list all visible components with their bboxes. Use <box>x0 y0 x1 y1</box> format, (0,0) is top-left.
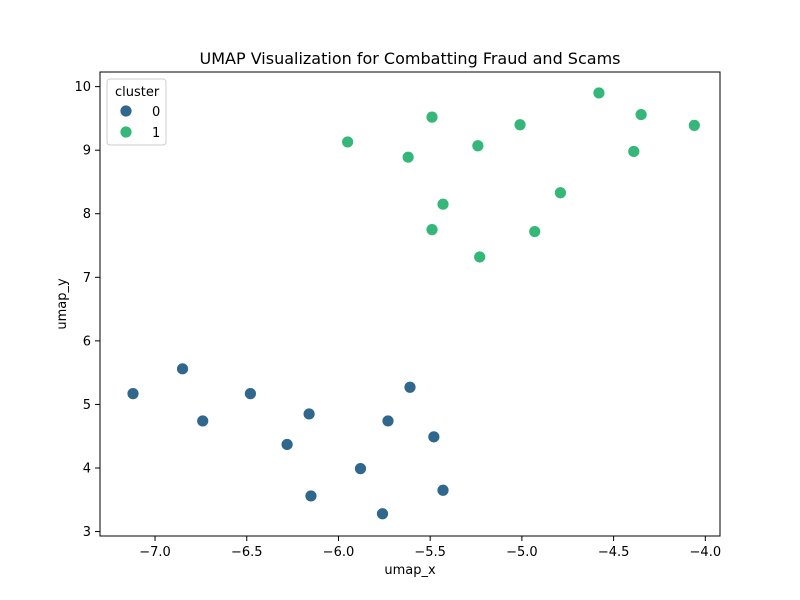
legend-entries: 01 <box>119 104 160 141</box>
data-point-cluster-0 <box>176 362 189 376</box>
legend-label: 0 <box>152 105 160 120</box>
data-point-cluster-0 <box>376 507 389 521</box>
data-point-cluster-1 <box>471 139 485 153</box>
x-tick-label: −4.0 <box>690 545 722 560</box>
x-tick-label: −5.0 <box>506 545 538 560</box>
plot-area <box>126 86 701 521</box>
x-tick-label: −5.5 <box>414 545 446 560</box>
legend-title: cluster <box>115 85 160 100</box>
data-point-cluster-1 <box>554 186 567 200</box>
data-point-cluster-0 <box>280 438 294 451</box>
y-tick-label: 3 <box>83 525 91 540</box>
y-tick-label: 4 <box>83 461 91 476</box>
plot-frame <box>99 71 721 537</box>
data-point-cluster-0 <box>427 430 441 444</box>
data-point-cluster-1 <box>473 250 487 264</box>
data-point-cluster-1 <box>687 118 701 132</box>
legend-marker-cluster-1 <box>119 125 133 139</box>
x-tick-label: −4.5 <box>598 545 630 560</box>
data-point-cluster-0 <box>436 483 450 497</box>
data-point-cluster-1 <box>592 86 606 100</box>
y-tick-label: 6 <box>83 334 91 349</box>
y-tick-label: 7 <box>83 271 91 286</box>
data-point-cluster-1 <box>634 108 648 121</box>
x-tick-label: −6.5 <box>231 545 263 560</box>
data-point-cluster-0 <box>302 407 316 421</box>
y-tick-label: 10 <box>74 80 91 95</box>
y-tick-label: 8 <box>83 207 91 222</box>
data-point-cluster-0 <box>354 462 367 476</box>
legend-label: 1 <box>152 126 160 141</box>
data-point-cluster-0 <box>403 380 417 394</box>
data-point-cluster-1 <box>627 145 641 158</box>
x-tick-label: −6.0 <box>323 545 355 560</box>
y-tick-label: 9 <box>83 144 91 159</box>
y-axis: 3 4 5 6 7 8 9 10 <box>74 80 100 540</box>
x-tick-label: −7.0 <box>139 545 171 560</box>
x-axis: −7.0 −6.5 −6.0 −5.5 −5.0 −4.5 −4.0 <box>139 536 721 560</box>
x-axis-label: umap_x <box>384 563 436 578</box>
data-point-cluster-0 <box>196 414 210 428</box>
data-point-cluster-0 <box>126 387 140 401</box>
data-point-cluster-1 <box>513 118 527 132</box>
y-axis-label: umap_y <box>55 278 70 330</box>
legend-marker-cluster-0 <box>119 104 133 118</box>
legend: cluster 01 <box>106 78 167 146</box>
data-point-cluster-1 <box>425 110 439 124</box>
data-point-cluster-1 <box>436 197 450 211</box>
chart-title: UMAP Visualization for Combatting Fraud … <box>200 49 621 68</box>
data-point-cluster-0 <box>244 387 257 401</box>
data-point-cluster-1 <box>528 225 542 238</box>
data-point-cluster-1 <box>425 223 439 237</box>
y-tick-label: 5 <box>83 398 91 413</box>
data-point-cluster-1 <box>341 135 355 149</box>
data-point-cluster-1 <box>401 150 415 164</box>
data-point-cluster-0 <box>381 414 395 428</box>
data-point-cluster-0 <box>304 489 318 503</box>
